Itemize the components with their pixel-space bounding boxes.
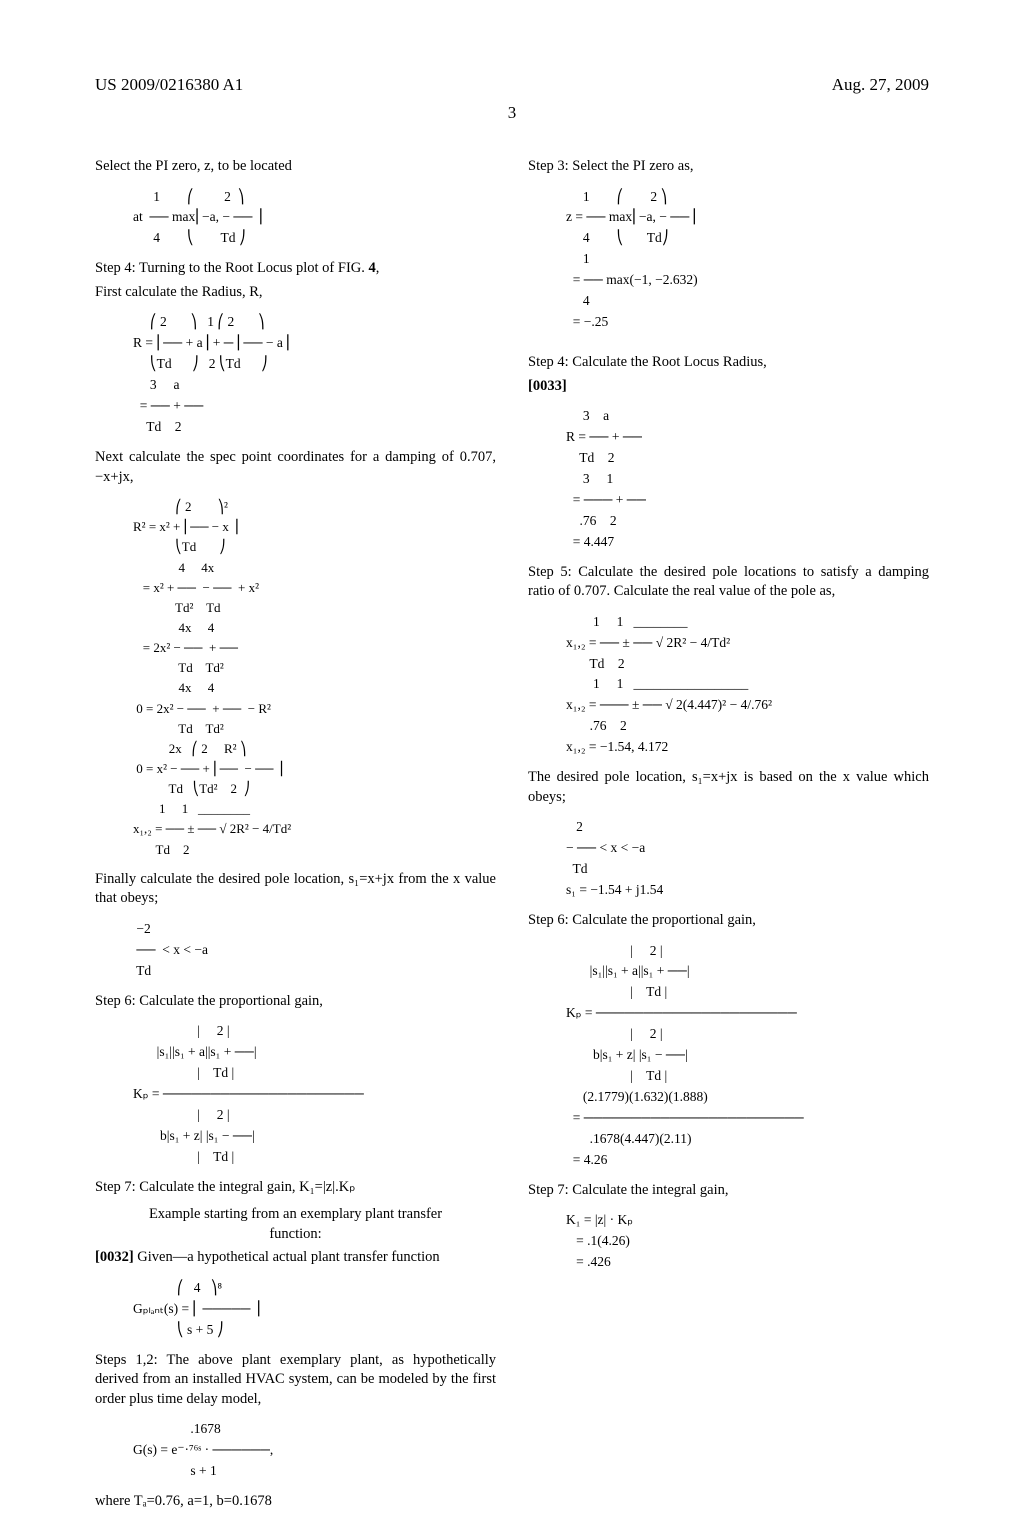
left-p10: where Tₐ=0.76, a=1, b=0.1678 [95,1492,496,1512]
right-eq5: | 2 | |s₁||s₁ + a||s₁ + ──| | Td | Kₚ = … [566,941,929,1171]
right-p1: Step 3: Select the PI zero as, [528,157,929,177]
page-number: 3 [95,103,929,123]
right-p2: Step 4: Calculate the Root Locus Radius, [528,353,929,373]
left-eq7: .1678 G(s) = e⁻·⁷⁶ˢ · ──────, s + 1 [133,1419,496,1482]
left-p7: Step 7: Calculate the integral gain, K₁=… [95,1178,496,1198]
right-eq3: 1 1 ________ x₁,₂ = ── ± ── √ 2R² − 4/Td… [566,612,929,758]
two-column-body: Select the PI zero, z, to be located 1 ⎛… [95,153,929,1516]
left-p8: [0032] Given—a hypothetical actual plant… [95,1248,496,1268]
left-p9: Steps 1,2: The above plant exemplary pla… [95,1351,496,1410]
right-p5: Step 6: Calculate the proportional gain, [528,911,929,931]
right-eq4: 2 − ── < x < −a Td s₁ = −1.54 + j1.54 [566,817,929,901]
left-column: Select the PI zero, z, to be located 1 ⎛… [95,153,496,1516]
left-p3: First calculate the Radius, R, [95,283,496,303]
right-eq6: K₁ = |z| · Kₚ = .1(4.26) = .426 [566,1210,929,1273]
page-header: US 2009/0216380 A1 Aug. 27, 2009 [95,75,929,95]
right-p3: Step 5: Calculate the desired pole locat… [528,563,929,602]
right-eq2: 3 a R = ── + ── Td 2 3 1 = ─── + ── .76 … [566,406,929,552]
left-eq3: ⎛ 2 ⎞² R² = x² + ⎜── − x ⎟ ⎝Td ⎠ 4 4x = … [133,497,496,860]
left-eq6: ⎛ 4 ⎞⁸ Gₚₗₐₙₜ(s) = ⎜ ───── ⎟ ⎝ s + 5 ⎠ [133,1278,496,1341]
right-column: Step 3: Select the PI zero as, 1 ⎛ 2 ⎞ z… [528,153,929,1516]
left-p1: Select the PI zero, z, to be located [95,157,496,177]
right-p4: The desired pole location, s₁=x+jx is ba… [528,768,929,807]
left-p5: Finally calculate the desired pole locat… [95,870,496,909]
left-p6: Step 6: Calculate the proportional gain, [95,992,496,1012]
left-p4: Next calculate the spec point coordinate… [95,448,496,487]
left-eq2: ⎛ 2 ⎞ 1 ⎛ 2 ⎞ R = ⎜── + a⎟ + ─ ⎜── − a⎟ … [133,312,496,438]
left-eq1: 1 ⎛ 2 ⎞ at ── max⎜−a, − ── ⎟ 4 ⎝ Td ⎠ [133,187,496,250]
para-number-0032: [0032] [95,1249,134,1265]
left-eq4: −2 ── < x < −a Td [133,919,496,982]
para-number-0033: [0033] [528,377,929,397]
patent-page: US 2009/0216380 A1 Aug. 27, 2009 3 Selec… [0,0,1024,1320]
publication-date: Aug. 27, 2009 [832,75,929,95]
publication-number: US 2009/0216380 A1 [95,75,243,95]
left-p2: Step 4: Turning to the Root Locus plot o… [95,259,496,279]
right-p6: Step 7: Calculate the integral gain, [528,1181,929,1201]
example-section-title: Example starting from an exemplary plant… [95,1205,496,1244]
right-eq1: 1 ⎛ 2 ⎞ z = ── max⎜−a, − ──⎟ 4 ⎝ Td⎠ 1 =… [566,187,929,333]
left-eq5: | 2 | |s₁||s₁ + a||s₁ + ──| | Td | Kₚ = … [133,1021,496,1167]
